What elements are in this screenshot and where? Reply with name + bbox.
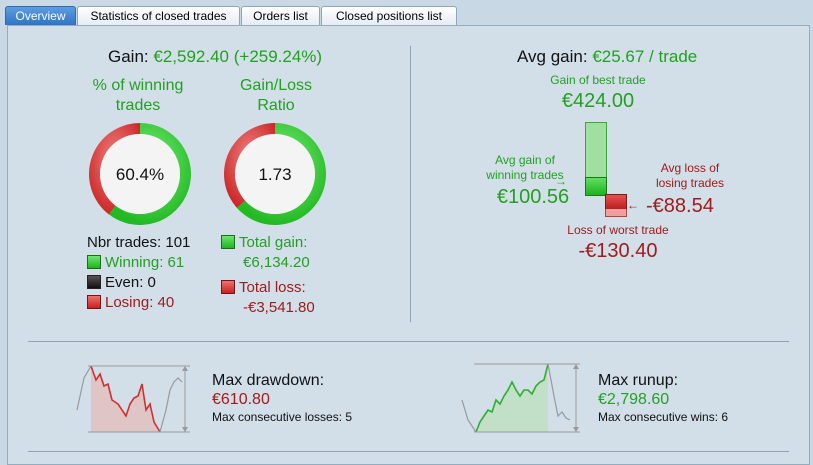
gain-value: €2,592.40 (+259.24%) (153, 47, 323, 66)
runup-line (475, 363, 549, 433)
gain-loss-ratio-donut-hole (235, 134, 315, 214)
tab-bar: Overview Statistics of closed trades Ord… (0, 0, 813, 26)
runup-arrow-down (573, 427, 579, 432)
gain-loss-ratio-value: 1.73 (258, 165, 292, 184)
black-square-icon (87, 275, 101, 289)
winning-pct-donut (89, 123, 191, 225)
winning-pct-value: 60.4% (115, 165, 165, 184)
avg-win-label-line1: Avg gain of (495, 153, 555, 167)
arrow-right-icon: → (555, 174, 567, 188)
tab-orders-list[interactable]: Orders list (241, 6, 320, 25)
avg-win-value: €100.56 (496, 186, 570, 208)
vertical-divider (410, 46, 411, 322)
drawdown-sub: Max consecutive losses: 5 (212, 410, 353, 424)
losing-count-row: Losing: 40 (87, 293, 190, 313)
gain-summary: Gain: €2,592.40 (+259.24%) (108, 47, 468, 67)
runup-arrow-up (573, 364, 579, 369)
winning-pct-donut-win-arc (108, 123, 191, 225)
winning-pct-title: % of winning trades (68, 76, 208, 116)
total-gain-row: Total gain: (221, 233, 315, 253)
drawdown-arrow-down (182, 427, 188, 432)
total-loss-label: Total loss: (239, 279, 306, 296)
drawdown-sparkline (76, 365, 190, 433)
drawdown-line-after (159, 377, 183, 433)
gain-loss-ratio-title-line2: Ratio (257, 97, 295, 114)
runup-value: €2,798.60 (598, 391, 670, 408)
horizontal-divider-top (28, 341, 789, 342)
tab-overview[interactable]: Overview (5, 6, 76, 25)
worst-trade-value: -€130.40 (578, 240, 658, 262)
runup-sub: Max consecutive wins: 6 (598, 410, 729, 424)
red-square-icon (221, 280, 235, 294)
gain-loss-ratio-donut-gain-arc (236, 123, 326, 225)
trade-count: Nbr trades: 101 (87, 234, 191, 251)
avg-win-label: Avg gain of winning trades (481, 153, 569, 183)
trade-counts: Nbr trades: 101 Winning: 61 Even: 0 Losi… (87, 233, 190, 313)
drawdown-line (90, 365, 161, 433)
avg-gain-summary: Avg gain: €25.67 / trade (517, 47, 777, 67)
avg-loss-label-line1: Avg loss of (660, 161, 720, 175)
gain-loss-ratio-title-line1: Gain/Loss (239, 77, 313, 94)
tab-closed-positions-list[interactable]: Closed positions list (321, 6, 457, 25)
even-count: Even: 0 (105, 274, 156, 291)
total-gain-label: Total gain: (239, 234, 308, 251)
drawdown-value: €610.80 (212, 391, 270, 408)
drawdown-area (91, 366, 160, 432)
losing-count: Losing: 40 (105, 294, 175, 311)
winning-count: Winning: 61 (105, 254, 185, 271)
avg-gain-value: €25.67 / trade (592, 47, 698, 66)
winning-pct-title-line1: % of winning (92, 77, 184, 94)
runup-title: Max runup: (598, 372, 679, 389)
drawdown-line-before (76, 365, 92, 411)
horizontal-divider-bottom (28, 451, 789, 452)
gain-loss-ratio-donut-loss-arc (224, 123, 275, 208)
avg-win-label-line2: winning trades (486, 168, 564, 182)
avg-loss-label: Avg loss of losing trades (645, 161, 735, 191)
worst-trade-bar (605, 209, 627, 217)
total-loss-row: Total loss: (221, 278, 315, 298)
gain-loss-ratio-donut (224, 123, 326, 225)
drawdown-arrow-up (182, 366, 188, 371)
arrow-left-icon: ← (627, 198, 639, 212)
total-gain-value: €6,134.20 (243, 254, 310, 271)
avg-loss-label-line2: losing trades (655, 176, 725, 190)
winning-pct-donut-hole (100, 134, 180, 214)
green-square-icon (221, 235, 235, 249)
tab-statistics-closed-trades[interactable]: Statistics of closed trades (77, 6, 240, 25)
worst-trade-label: Loss of worst trade (567, 223, 669, 237)
red-square-icon (87, 295, 101, 309)
winning-count-row: Winning: 61 (87, 253, 190, 273)
winning-pct-donut-loss-arc (89, 123, 140, 215)
best-trade-label: Gain of best trade (550, 73, 646, 87)
total-loss-value: -€3,541.80 (243, 299, 315, 316)
winning-pct-title-line2: trades (115, 97, 161, 114)
avg-loss-value: -€88.54 (646, 195, 714, 217)
runup-sparkline (461, 363, 580, 433)
green-square-icon (87, 255, 101, 269)
gain-label: Gain: (108, 47, 149, 66)
avg-loss-bar (605, 194, 627, 210)
runup-area (476, 364, 548, 432)
runup-info: Max runup: €2,798.60 Max consecutive win… (598, 371, 728, 425)
runup-line-after (547, 363, 571, 421)
avg-gain-bar (585, 177, 607, 196)
even-count-row: Even: 0 (87, 273, 190, 293)
drawdown-title: Max drawdown: (212, 372, 325, 389)
best-trade-bar (585, 122, 607, 178)
best-trade-value: €424.00 (561, 90, 635, 112)
runup-line-before (461, 399, 477, 433)
avg-gain-label: Avg gain: (517, 47, 588, 66)
overview-panel: Gain: €2,592.40 (+259.24%) % of winning … (7, 25, 810, 465)
gain-loss-ratio-title: Gain/Loss Ratio (216, 76, 336, 116)
drawdown-info: Max drawdown: €610.80 Max consecutive lo… (212, 371, 352, 425)
totals: Total gain: €6,134.20 Total loss: -€3,54… (221, 233, 315, 318)
